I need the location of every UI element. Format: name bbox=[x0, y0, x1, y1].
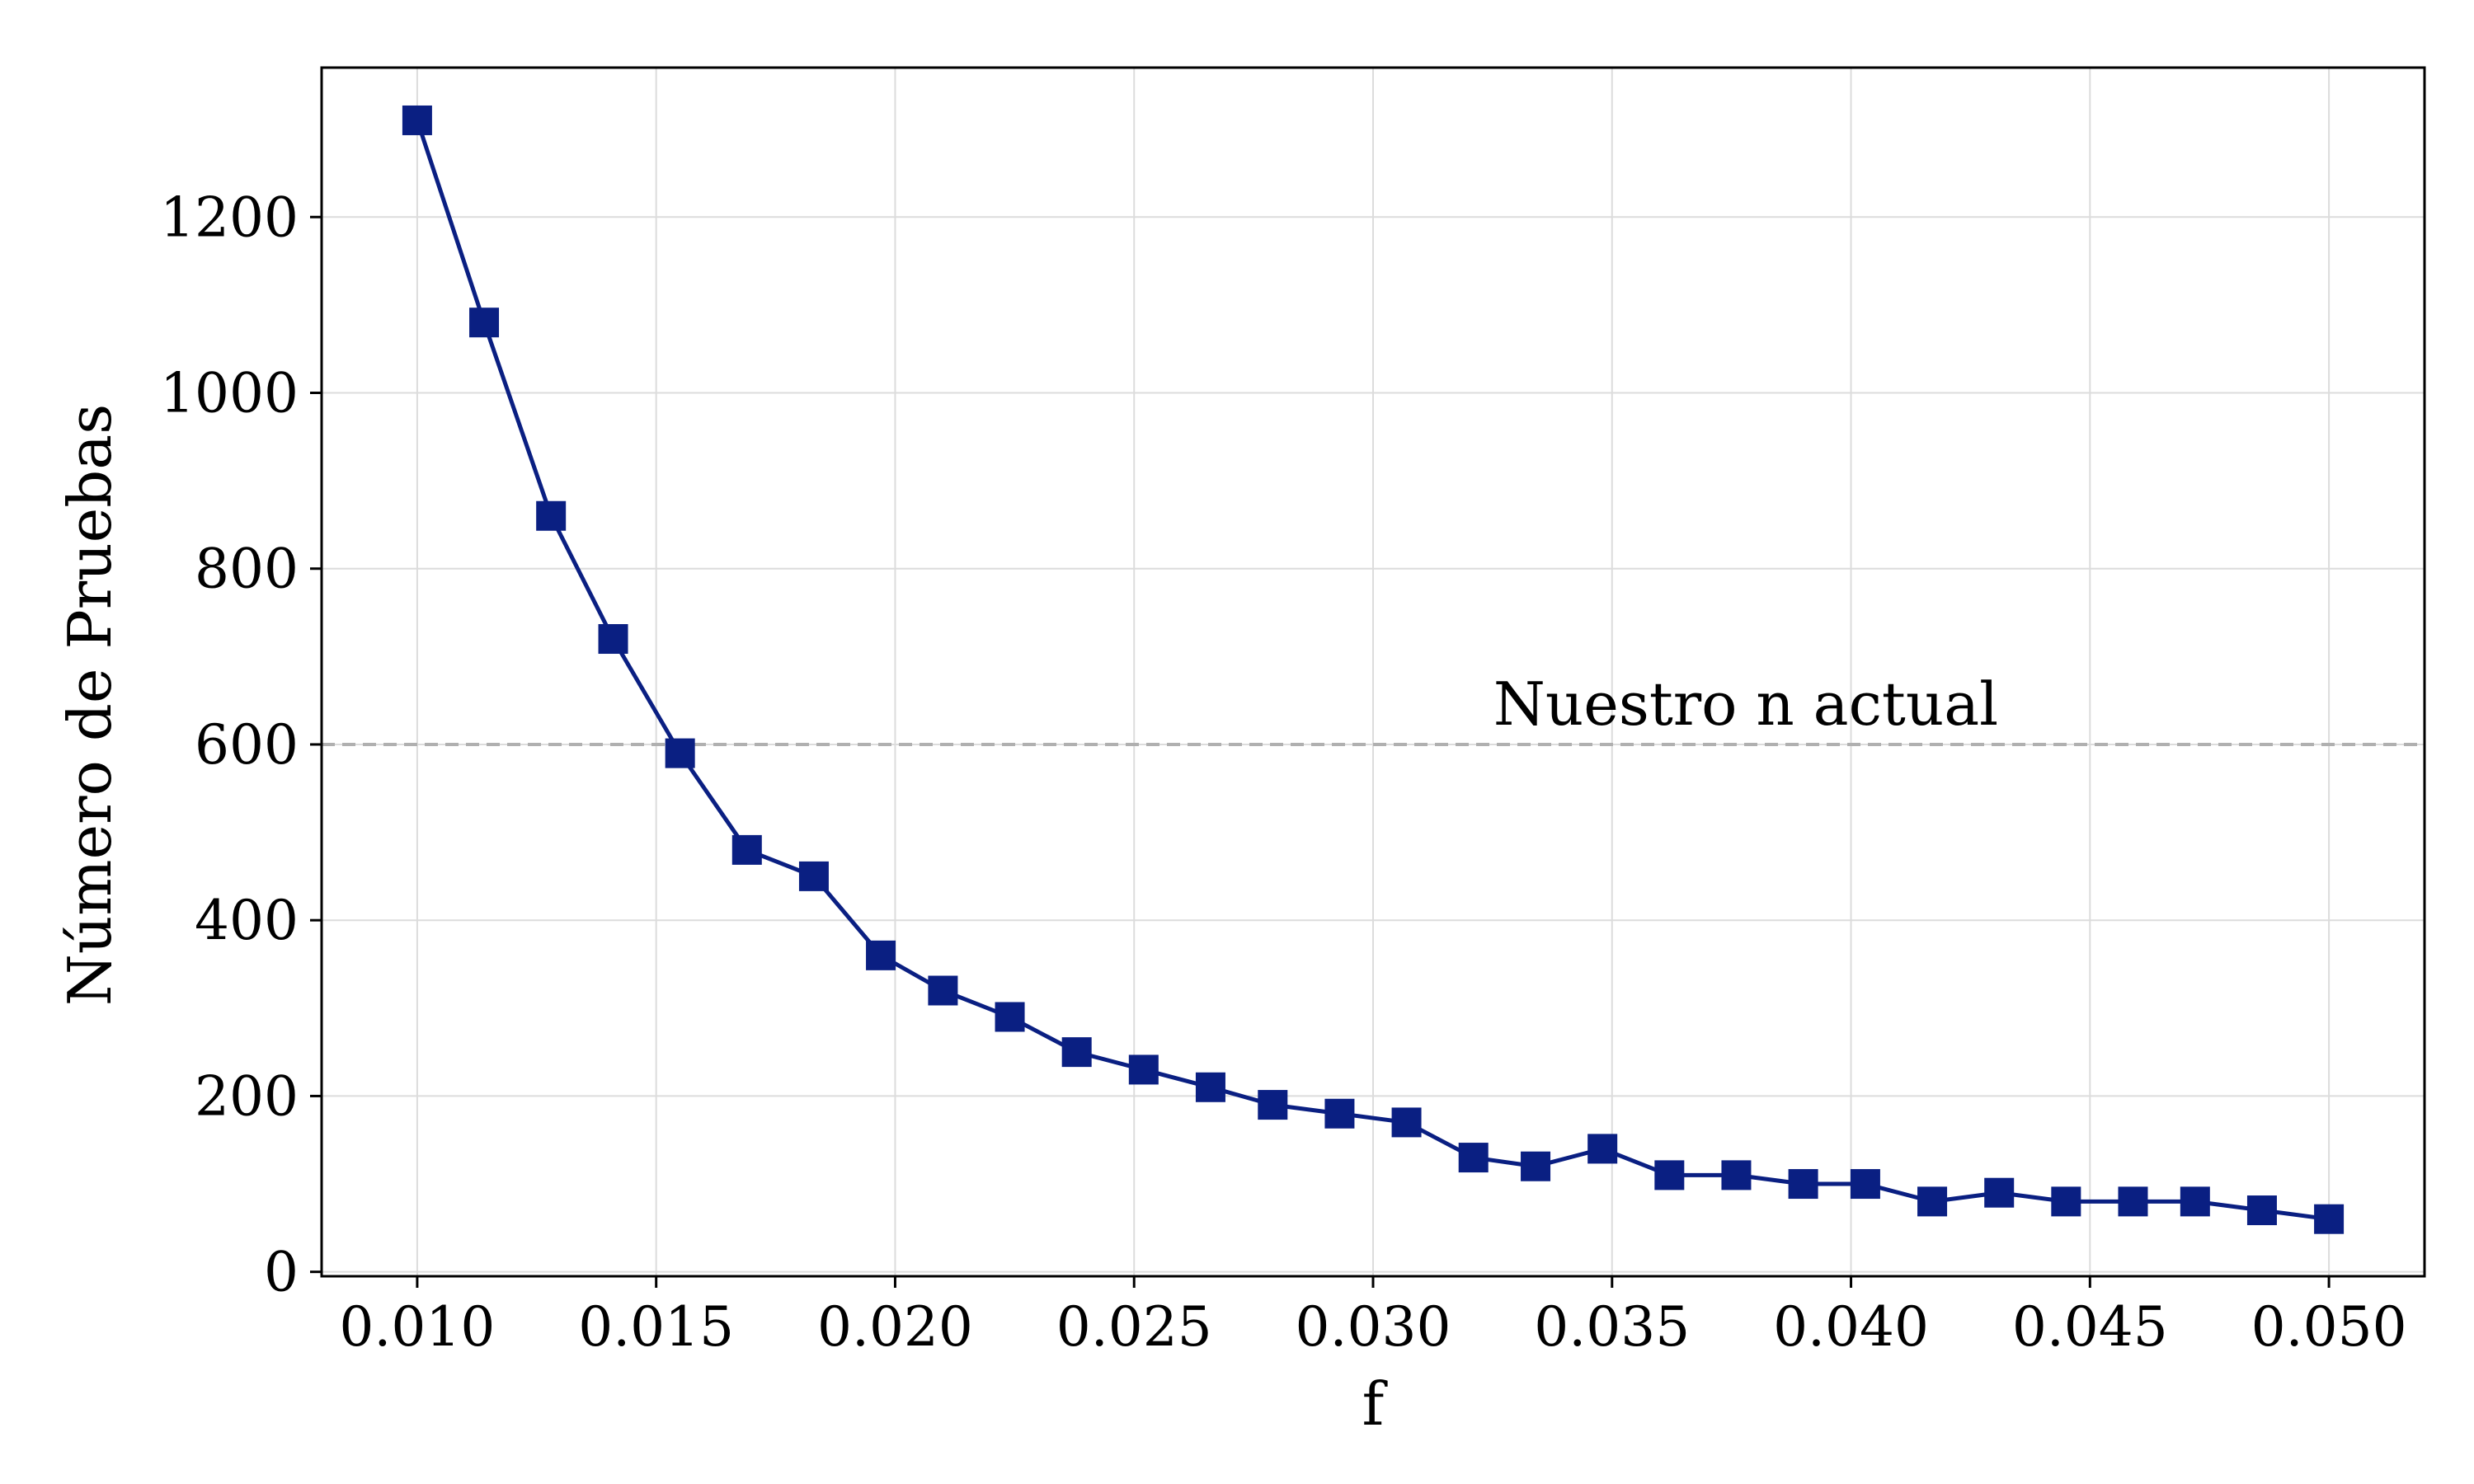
data-point-marker bbox=[1391, 1107, 1422, 1138]
data-point-marker bbox=[1258, 1090, 1288, 1120]
data-point-marker bbox=[2051, 1186, 2081, 1217]
grid bbox=[322, 68, 2425, 1276]
x-tick-label: 0.040 bbox=[1773, 1295, 1929, 1359]
x-tick-label: 0.020 bbox=[817, 1295, 973, 1359]
reference-line-label: Nuestro n actual bbox=[1493, 669, 1998, 739]
data-point-marker bbox=[598, 624, 628, 655]
x-tick-label: 0.025 bbox=[1056, 1295, 1212, 1359]
data-point-marker bbox=[798, 861, 829, 891]
y-tick-label: 800 bbox=[195, 538, 299, 601]
data-point-marker bbox=[1654, 1160, 1685, 1190]
x-tick-label: 0.035 bbox=[1534, 1295, 1690, 1359]
data-point-marker bbox=[1984, 1177, 2015, 1208]
y-tick-label: 200 bbox=[195, 1064, 299, 1128]
x-tick-label: 0.045 bbox=[2012, 1295, 2168, 1359]
data-point-marker bbox=[1128, 1054, 1159, 1085]
data-point-marker bbox=[2118, 1186, 2148, 1217]
y-tick-label: 1000 bbox=[160, 361, 299, 425]
data-point-marker bbox=[536, 500, 567, 531]
data-point-marker bbox=[2180, 1186, 2210, 1217]
data-point-marker bbox=[866, 940, 896, 970]
x-tick-label: 0.030 bbox=[1296, 1295, 1451, 1359]
x-tick-label: 0.050 bbox=[2251, 1295, 2407, 1359]
y-tick-label: 1200 bbox=[160, 186, 299, 249]
data-point-marker bbox=[1587, 1134, 1618, 1164]
x-tick-label: 0.010 bbox=[339, 1295, 495, 1359]
x-tick-label: 0.015 bbox=[578, 1295, 734, 1359]
data-point-marker bbox=[995, 1002, 1025, 1032]
y-tick-label: 0 bbox=[264, 1241, 299, 1304]
data-point-marker bbox=[1721, 1160, 1752, 1190]
data-point-marker bbox=[1521, 1151, 1551, 1181]
series-layer bbox=[402, 105, 2345, 1234]
data-point-marker bbox=[1788, 1169, 1818, 1200]
y-tick-label: 600 bbox=[195, 713, 299, 777]
data-point-marker bbox=[1324, 1098, 1355, 1129]
data-point-marker bbox=[731, 834, 762, 865]
data-point-marker bbox=[928, 975, 958, 1006]
data-point-marker bbox=[1458, 1143, 1489, 1173]
data-point-marker bbox=[469, 308, 500, 338]
data-point-marker bbox=[2246, 1195, 2277, 1226]
data-point-marker bbox=[1917, 1186, 1948, 1217]
y-axis-title: Número de Pruebas bbox=[55, 404, 125, 1006]
data-point-marker bbox=[665, 738, 695, 768]
x-axis-title: f bbox=[1362, 1369, 1388, 1439]
data-point-marker bbox=[2314, 1204, 2345, 1234]
data-point-marker bbox=[1850, 1169, 1880, 1200]
axis-ticks: 0.010 0.015 0.020 0.025 0.030 0.035 0.040 0.045… bbox=[160, 186, 2407, 1359]
data-point-marker bbox=[1061, 1037, 1092, 1068]
data-point-marker bbox=[1195, 1072, 1225, 1102]
data-point-marker bbox=[402, 105, 432, 135]
y-tick-label: 400 bbox=[195, 889, 299, 952]
